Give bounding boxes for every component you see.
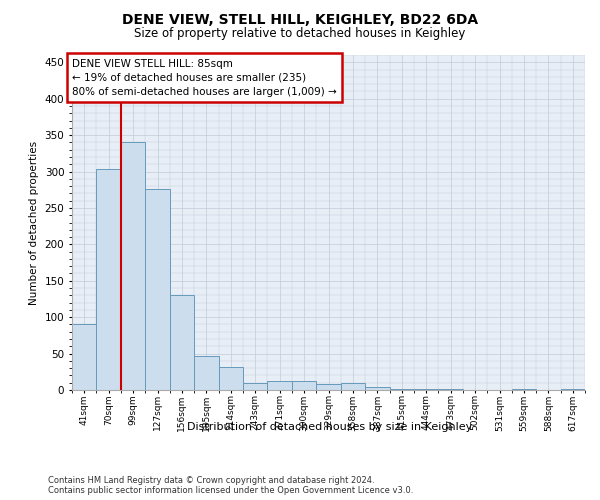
Bar [316,384,341,390]
Bar [341,382,365,390]
Bar [72,324,97,390]
Text: Contains public sector information licensed under the Open Government Licence v3: Contains public sector information licen… [48,486,413,495]
Bar [145,189,170,390]
Bar [365,387,389,390]
Bar [194,356,218,390]
Text: Size of property relative to detached houses in Keighley: Size of property relative to detached ho… [134,28,466,40]
Y-axis label: Number of detached properties: Number of detached properties [29,140,39,304]
Bar [97,170,121,390]
Text: Contains HM Land Registry data © Crown copyright and database right 2024.: Contains HM Land Registry data © Crown c… [48,476,374,485]
Text: Distribution of detached houses by size in Keighley: Distribution of detached houses by size … [187,422,473,432]
Bar [243,382,268,390]
Bar [218,368,243,390]
Bar [121,142,145,390]
Bar [389,388,414,390]
Text: DENE VIEW, STELL HILL, KEIGHLEY, BD22 6DA: DENE VIEW, STELL HILL, KEIGHLEY, BD22 6D… [122,12,478,26]
Text: DENE VIEW STELL HILL: 85sqm
← 19% of detached houses are smaller (235)
80% of se: DENE VIEW STELL HILL: 85sqm ← 19% of det… [73,58,337,96]
Bar [268,382,292,390]
Bar [170,296,194,390]
Bar [292,382,316,390]
